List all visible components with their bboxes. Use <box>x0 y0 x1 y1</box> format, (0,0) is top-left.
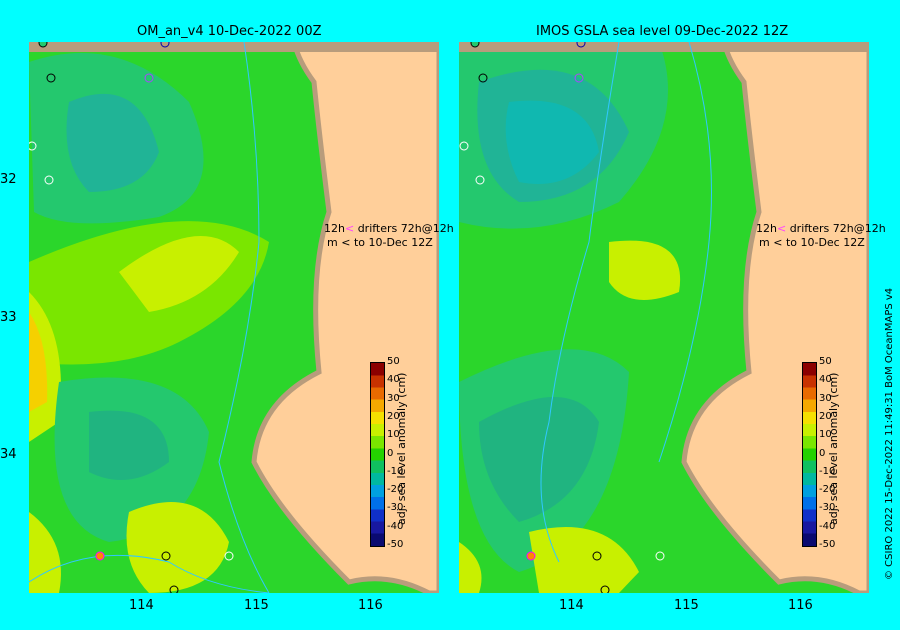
right-colorbar-title: adj. sea level anomaly (cm) <box>827 372 840 525</box>
colorbar-tick: 0 <box>387 447 394 459</box>
colorbar-tick: 50 <box>819 356 832 367</box>
left-colorbar-title: adj. sea level anomaly (cm) <box>395 372 408 525</box>
left-ytick-34: 34 <box>0 447 17 462</box>
right-map-field <box>459 42 869 593</box>
colorbar-tick: 40 <box>387 374 400 386</box>
left-xtick-115: 115 <box>244 598 269 613</box>
left-xtick-114: 114 <box>129 598 154 613</box>
colorbar-tick: 40 <box>819 374 832 386</box>
colorbar-tick: -30 <box>819 502 836 514</box>
left-colorbar <box>370 362 385 547</box>
colorbar-tick: -40 <box>819 520 836 532</box>
right-legend-12h: 12h< drifters 72h@12h <box>756 222 886 235</box>
colorbar-tick: -10 <box>819 465 836 477</box>
left-map-field <box>29 42 439 593</box>
left-ytick-32: 32 <box>0 172 17 187</box>
colorbar-tick: -10 <box>387 465 404 477</box>
colorbar-tick: -30 <box>387 502 404 514</box>
colorbar-tick: -20 <box>819 484 836 496</box>
colorbar-tick: 50 <box>387 356 400 367</box>
right-xtick-116: 116 <box>788 598 813 613</box>
right-colorbar <box>802 362 817 547</box>
right-map <box>459 42 869 593</box>
left-xtick-116: 116 <box>358 598 383 613</box>
colorbar-tick: -50 <box>387 539 404 550</box>
right-xtick-114: 114 <box>559 598 584 613</box>
credit-text: © CSIRO 2022 15-Dec-2022 11:49:31 BoM Oc… <box>884 287 895 580</box>
colorbar-tick: -50 <box>819 539 836 550</box>
colorbar-tick: 10 <box>819 429 832 441</box>
colorbar-tick: 20 <box>387 410 400 422</box>
left-ytick-33: 33 <box>0 310 17 325</box>
colorbar-tick: 0 <box>819 447 826 459</box>
right-panel-title: IMOS GSLA sea level 09-Dec-2022 12Z <box>536 24 789 39</box>
colorbar-tick: 30 <box>819 392 832 404</box>
right-xtick-115: 115 <box>674 598 699 613</box>
left-panel-title: OM_an_v4 10-Dec-2022 00Z <box>137 24 322 39</box>
right-legend-to: m < to 10-Dec 12Z <box>759 236 865 249</box>
colorbar-tick: 20 <box>819 410 832 422</box>
left-map <box>29 42 439 593</box>
colorbar-tick: 10 <box>387 429 400 441</box>
left-legend-12h: 12h< drifters 72h@12h <box>324 222 454 235</box>
colorbar-tick: -20 <box>387 484 404 496</box>
colorbar-tick: -40 <box>387 520 404 532</box>
left-legend-to: m < to 10-Dec 12Z <box>327 236 433 249</box>
colorbar-tick: 30 <box>387 392 400 404</box>
